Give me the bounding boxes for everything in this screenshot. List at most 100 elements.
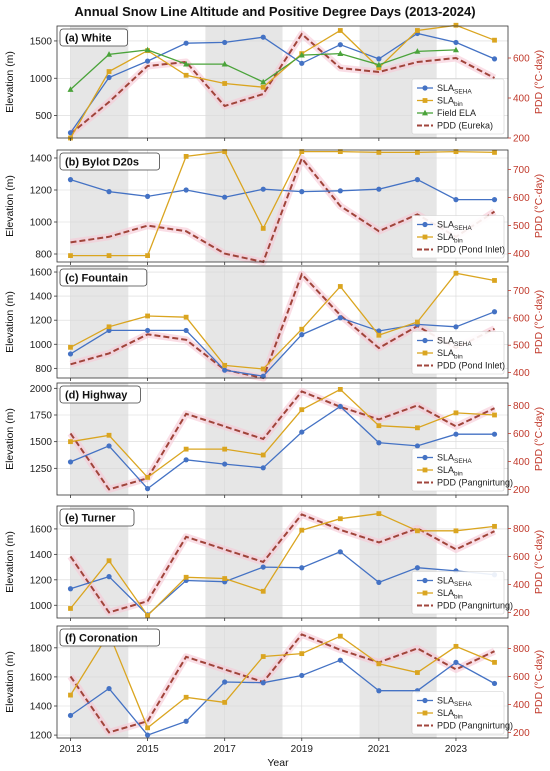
sla_bin-point (492, 523, 497, 529)
y-axis-label: Elevation (m) (4, 408, 16, 470)
legend-label: PDD (Eureka) (437, 121, 493, 131)
sla_bin-point (376, 65, 382, 71)
y-axis-label: Elevation (m) (4, 51, 16, 113)
sla_bin-point (145, 725, 150, 731)
field_ela-point (144, 46, 151, 53)
y2-tick-label: 400 (513, 94, 530, 105)
sla_seha-point (337, 42, 343, 48)
sla_seha-point (183, 457, 189, 463)
sla_bin-point (299, 527, 305, 533)
sla_seha-point (67, 459, 74, 465)
sla_bin-point (68, 439, 73, 445)
sla_bin-point (68, 253, 73, 258)
x-tick-label: 2019 (291, 744, 314, 755)
sla_seha-point (337, 549, 343, 555)
y-tick-label: 1200 (30, 186, 53, 197)
sla_seha-point (414, 177, 421, 183)
panel-title-box (59, 508, 135, 527)
y2-axis-label: PDD (°C·day) (533, 174, 545, 238)
sla_seha-legend-marker (422, 577, 428, 584)
panel-title: (f) Coronation (65, 633, 138, 645)
sla_bin-point (492, 412, 497, 418)
sla_bin-point (453, 270, 459, 276)
legend-label: PDD (Pangnirtung) (437, 721, 513, 731)
sla_seha-point (376, 579, 382, 585)
legend-label: PDD (Pangnirtung) (437, 601, 513, 611)
sla_seha-point (453, 659, 459, 665)
y-axis-label: Elevation (m) (4, 175, 16, 237)
sla_bin-line (70, 272, 495, 370)
y-tick-label: 1200 (30, 575, 53, 586)
x-tick-label: 2023 (445, 744, 468, 755)
sla_seha-point (376, 328, 382, 334)
sla_bin-point (260, 452, 266, 458)
sla_seha-legend-marker (422, 85, 428, 91)
sla_seha-point (491, 197, 498, 203)
panel-1: 500 1000 1500 200 400 600 Elevation (m) PDD (°C… (4, 22, 545, 145)
sla_bin-point (106, 253, 112, 258)
sla_seha-point (414, 443, 421, 449)
sla_seha-line (69, 32, 495, 134)
sla_seha-point (299, 429, 305, 435)
y2-tick-label: 700 (513, 165, 530, 176)
field_ela-point (452, 46, 459, 53)
sla_seha-point (376, 56, 382, 62)
sla_bin-line (70, 388, 495, 479)
sla_bin-legend-marker (422, 98, 428, 103)
sla_seha-point (183, 718, 189, 724)
plot-frame (56, 505, 509, 619)
sla_seha-point (144, 193, 151, 199)
x-tick-label: 2013 (59, 744, 82, 755)
legend-box (411, 331, 505, 375)
sla_seha-point (260, 465, 266, 471)
sla_seha-point (260, 373, 266, 379)
legend-box (411, 571, 505, 615)
sla_bin-point (183, 72, 189, 78)
sla_bin-point (145, 313, 150, 319)
plot-frame (56, 25, 509, 139)
y2-axis-label: PDD (°C·day) (533, 530, 545, 594)
y-tick-label: 2000 (30, 384, 53, 395)
sla_bin-point (68, 344, 73, 350)
panel-title-box (59, 385, 141, 404)
legend-box (411, 215, 505, 259)
x-tick-label: 2017 (214, 744, 237, 755)
sla_seha-point (376, 186, 382, 192)
field_ela-point (298, 51, 305, 58)
panel-5: 1000 1200 1400 1600 200 400 600 800 Elevation (m… (4, 505, 545, 621)
y-tick-label: 1400 (30, 550, 53, 561)
y2-tick-label: 800 (513, 524, 530, 535)
legend-label: PDD (Pangnirtung) (437, 478, 513, 488)
y-tick-label: 1750 (30, 411, 53, 422)
sla_seha-point (260, 680, 266, 686)
y2-tick-label: 400 (513, 457, 530, 468)
y2-tick-label: 600 (513, 54, 530, 65)
y2-tick-label: 600 (513, 672, 530, 683)
sla_bin-point (337, 387, 343, 392)
sla_bin-point (376, 661, 382, 667)
y2-tick-label: 500 (513, 341, 530, 352)
sla_seha-point (337, 403, 343, 410)
field_ela-point (260, 78, 267, 85)
pdd-line (69, 32, 495, 135)
sla_bin-point (376, 332, 382, 338)
field_ela-point (183, 60, 190, 67)
y-axis-label: Elevation (m) (4, 531, 16, 593)
shaded-span (205, 506, 283, 618)
y2-tick-label: 600 (513, 313, 530, 324)
sla_bin-point (337, 284, 343, 289)
y-tick-label: 800 (35, 364, 52, 375)
y-tick-label: 1600 (30, 524, 53, 535)
sla_seha-point (67, 177, 74, 183)
y2-axis-label: PDD (°C·day) (533, 50, 545, 114)
y-tick-label: 1000 (30, 601, 53, 612)
sla_bin-point (260, 654, 266, 659)
plot-frame (56, 265, 509, 379)
field_ela-point (67, 86, 74, 92)
sla_bin-point (260, 588, 266, 594)
sla_seha-point (222, 679, 228, 685)
sla_bin-legend-marker (422, 350, 428, 356)
field_ela-point (375, 61, 382, 68)
